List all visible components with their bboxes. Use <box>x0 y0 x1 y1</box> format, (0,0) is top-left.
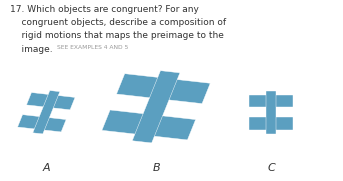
Polygon shape <box>17 115 66 132</box>
Polygon shape <box>117 74 210 104</box>
Polygon shape <box>33 90 60 134</box>
Text: SEE EXAMPLES 4 AND 5: SEE EXAMPLES 4 AND 5 <box>57 45 128 50</box>
Text: rigid motions that maps the preimage to the: rigid motions that maps the preimage to … <box>10 31 224 41</box>
Text: A: A <box>43 163 50 173</box>
Text: image.: image. <box>10 45 53 54</box>
Polygon shape <box>102 110 196 140</box>
Text: B: B <box>152 163 160 173</box>
Polygon shape <box>249 94 293 107</box>
Polygon shape <box>249 117 293 130</box>
Polygon shape <box>132 71 180 143</box>
Text: 17. Which objects are congruent? For any: 17. Which objects are congruent? For any <box>10 5 199 14</box>
Text: C: C <box>267 163 275 173</box>
Polygon shape <box>26 92 75 110</box>
Polygon shape <box>266 91 276 134</box>
Text: congruent objects, describe a composition of: congruent objects, describe a compositio… <box>10 18 226 28</box>
